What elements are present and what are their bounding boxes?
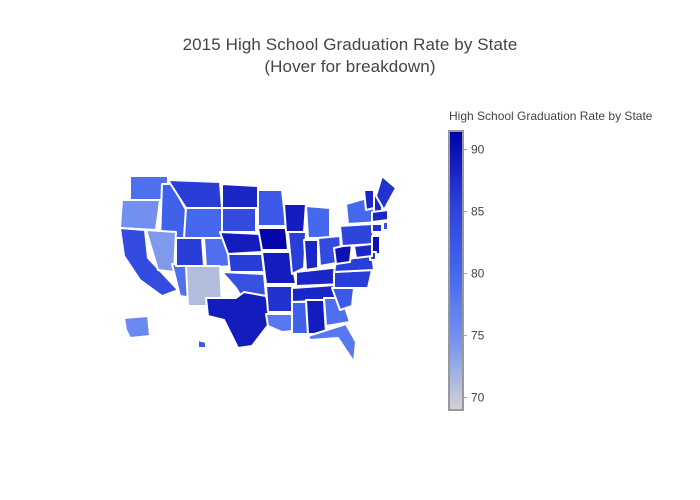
state-sd[interactable]: SD: 84 — [221, 207, 257, 233]
state-wi[interactable]: WI: 89 — [283, 203, 307, 233]
colorbar-tick-label: 70 — [471, 391, 485, 405]
state-ks[interactable]: KS: 86 — [227, 253, 265, 273]
chart-subtitle: (Hover for breakdown) — [264, 57, 436, 76]
state-ak[interactable]: AK: 76 — [123, 315, 151, 339]
state-ma[interactable]: MA: 88 — [371, 209, 389, 223]
state-vt[interactable]: VT: 88 — [363, 189, 375, 211]
state-ar[interactable]: AR: 87 — [265, 285, 295, 313]
state-wv[interactable]: WV: 90 — [333, 243, 353, 265]
chart-title: 2015 High School Graduation Rate by Stat… — [182, 35, 518, 54]
us-map: WA: 79OR: 75CA: 84ID: 81NV: 74AZ: 79MT: … — [119, 175, 397, 363]
state-ri[interactable]: RI: 83 — [382, 221, 389, 231]
state-mn[interactable]: MN: 82 — [257, 189, 287, 227]
state-hi[interactable]: HI: 82 — [197, 339, 207, 349]
colorbar: 90 85 80 75 70 — [448, 130, 485, 411]
colorbar-title: High School Graduation Rate by State — [449, 109, 653, 123]
state-ct[interactable]: CT: 87 — [371, 223, 383, 233]
state-al[interactable]: AL: 89 — [305, 299, 327, 335]
colorbar-tick-label: 90 — [471, 143, 485, 157]
state-ca[interactable]: CA: 84 — [119, 227, 179, 297]
state-ne[interactable]: NE: 89 — [219, 231, 263, 255]
colorbar-tick-label: 85 — [471, 205, 485, 219]
state-in[interactable]: IN: 88 — [303, 239, 319, 271]
state-md[interactable]: MD: 88 — [353, 243, 373, 259]
state-pa[interactable]: PA: 85 — [339, 223, 375, 247]
colorbar-gradient — [448, 130, 464, 411]
state-mi[interactable]: MI: 80 — [305, 205, 331, 239]
colorbar-tick-label: 80 — [471, 267, 485, 281]
state-or[interactable]: OR: 75 — [119, 199, 161, 231]
colorbar-tick-label: 75 — [471, 329, 485, 343]
state-ia[interactable]: IA: 91 — [257, 227, 289, 251]
state-fl[interactable]: FL: 78 — [307, 323, 357, 363]
state-wy[interactable]: WY: 80 — [183, 207, 225, 239]
state-il[interactable]: IL: 86 — [287, 231, 307, 275]
state-nd[interactable]: ND: 88 — [221, 183, 259, 209]
state-ut[interactable]: UT: 86 — [175, 237, 205, 267]
state-tx[interactable]: TX: 89 — [205, 291, 273, 349]
